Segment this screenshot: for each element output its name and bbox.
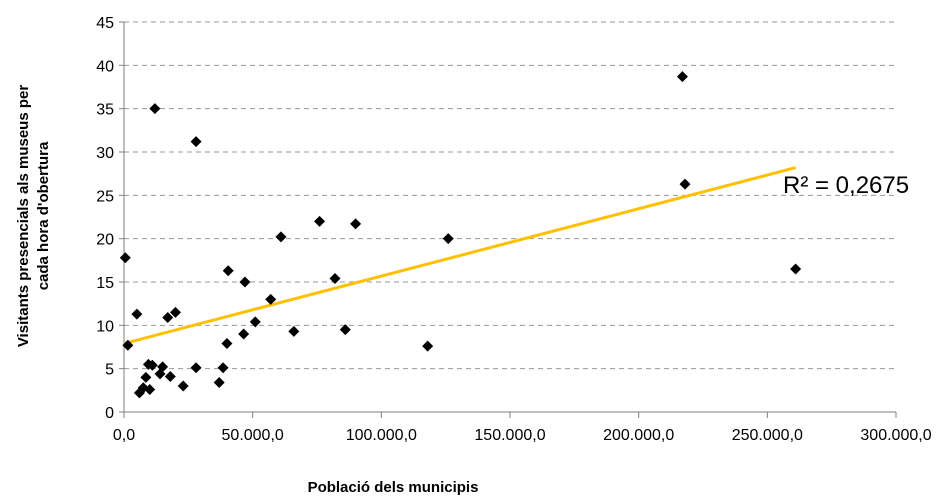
data-point — [329, 273, 341, 285]
data-point — [131, 308, 143, 320]
x-tick-label: 150.000,0 — [474, 427, 545, 444]
data-point — [190, 136, 202, 148]
data-point — [122, 339, 134, 351]
data-point — [339, 324, 351, 336]
x-tick-labels: 0,0 50.000,0 100.000,0 150.000,0 200.000,0 25… — [113, 427, 932, 444]
x-axis-title: Població dels municipis — [308, 479, 479, 496]
y-axis-title: Visitants presencials als museus per cada… — [15, 85, 52, 348]
axes — [119, 21, 897, 418]
x-tick-label: 100.000,0 — [346, 427, 417, 444]
x-tick-label: 0,0 — [113, 427, 135, 444]
x-tick-label: 50.000,0 — [222, 427, 284, 444]
y-tick-label: 45 — [96, 15, 114, 32]
y-tick-label: 35 — [96, 102, 114, 119]
y-tick-label: 40 — [96, 58, 114, 75]
x-tick-label: 300.000,0 — [860, 427, 931, 444]
data-point — [238, 328, 250, 340]
data-point — [314, 215, 326, 227]
trendline — [123, 166, 797, 345]
data-point — [146, 359, 158, 371]
x-tick-label: 250.000,0 — [732, 427, 803, 444]
data-point — [169, 306, 181, 318]
y-tick-label: 25 — [96, 188, 114, 205]
data-point — [790, 263, 802, 275]
y-tick-label: 10 — [96, 318, 114, 335]
y-tick-label: 0 — [105, 405, 114, 422]
gridlines — [124, 21, 896, 370]
y-tick-label: 30 — [96, 145, 114, 162]
y-axis-title-line: cada hora d'obertura — [35, 141, 52, 290]
y-axis-title-line: Visitants presencials als museus per — [15, 85, 32, 348]
data-point — [249, 316, 261, 328]
data-point — [221, 338, 233, 350]
data-point — [442, 233, 454, 245]
data-point — [119, 252, 131, 264]
data-point — [265, 293, 277, 305]
data-point — [239, 276, 251, 288]
data-point — [177, 380, 189, 392]
data-point — [288, 325, 300, 337]
data-point — [275, 231, 287, 243]
x-tick-label: 200.000,0 — [603, 427, 674, 444]
data-point — [679, 178, 691, 190]
y-tick-label: 20 — [96, 232, 114, 249]
data-point — [422, 340, 434, 352]
y-tick-label: 15 — [96, 275, 114, 292]
r-squared-label: R² = 0,2675 — [783, 172, 909, 199]
y-tick-label: 5 — [105, 362, 114, 379]
data-point — [164, 370, 176, 382]
y-tick-labels: 0 5 10 15 20 25 30 35 40 45 — [96, 15, 114, 422]
data-point — [144, 383, 156, 395]
data-points — [119, 71, 802, 399]
data-point — [217, 362, 229, 374]
data-point — [157, 361, 169, 373]
data-point — [222, 265, 234, 277]
data-point — [676, 71, 688, 83]
data-point — [149, 103, 161, 115]
trendline-group — [123, 166, 797, 345]
data-point — [162, 312, 174, 324]
data-point — [190, 362, 202, 374]
data-point — [213, 377, 225, 389]
data-point — [140, 371, 152, 383]
data-point — [350, 218, 362, 230]
